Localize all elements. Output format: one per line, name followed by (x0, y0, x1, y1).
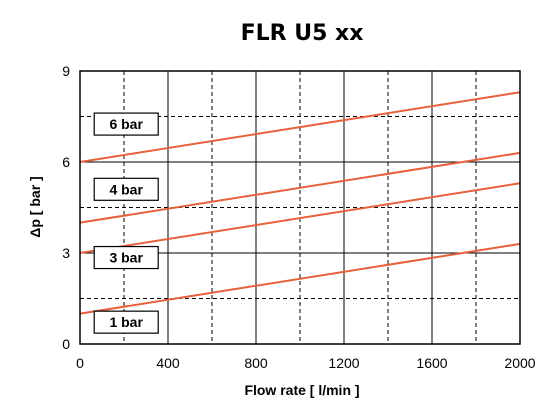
y-tick-label: 9 (62, 63, 70, 79)
series-label: 1 bar (109, 314, 143, 330)
series-label: 6 bar (109, 116, 143, 132)
x-tick-label: 800 (244, 355, 268, 371)
series-label-box: 3 bar (93, 245, 159, 270)
series-label-box: 6 bar (93, 112, 159, 136)
series-line-4-bar (79, 151, 521, 224)
y-tick-label: 6 (62, 154, 70, 170)
x-tick-label: 1200 (328, 355, 359, 371)
x-tick-label: 400 (156, 355, 180, 371)
grid (80, 71, 520, 344)
y-tick-labels: 0 3 6 9 (62, 63, 70, 352)
series-label-box: 1 bar (93, 310, 159, 334)
series-label-frame (93, 177, 159, 201)
x-tick-label: 1600 (416, 355, 447, 371)
series-label-frame (93, 112, 159, 136)
series-group (79, 91, 521, 315)
chart-title: FLR U5 xx (241, 21, 364, 46)
y-axis-label: Δp [ bar ] (27, 176, 43, 237)
y-tick-label: 0 (62, 336, 70, 352)
series-labels: 6 bar 4 bar 3 bar 1 bar (93, 112, 159, 334)
series-line-3-bar (79, 182, 521, 254)
x-tick-label: 2000 (504, 355, 535, 371)
y-tick-label: 3 (62, 245, 70, 261)
series-label: 4 bar (109, 181, 143, 197)
x-tick-labels: 0 400 800 1200 1600 2000 (76, 355, 536, 371)
x-tick-label: 0 (76, 355, 84, 371)
series-label: 3 bar (109, 250, 143, 266)
series-label-frame (93, 245, 159, 270)
series-label-frame (93, 310, 159, 334)
series-line-1-bar (79, 242, 521, 315)
x-axis-label: Flow rate [ l/min ] (244, 382, 359, 398)
plot-frame (79, 70, 521, 345)
series-label-box: 4 bar (93, 177, 159, 201)
series-line-6-bar (79, 91, 521, 163)
